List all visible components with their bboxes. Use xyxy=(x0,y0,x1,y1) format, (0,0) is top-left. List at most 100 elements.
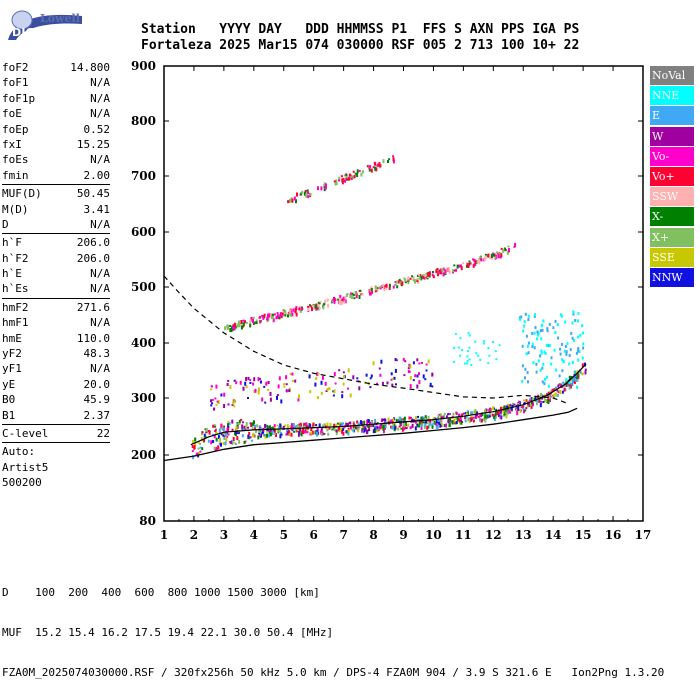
echo-point xyxy=(352,375,355,380)
echo-point xyxy=(234,325,237,329)
echo-point xyxy=(534,313,536,317)
echo-point xyxy=(416,280,419,283)
param-row: h`F2 206.0 xyxy=(2,251,110,266)
echo-point xyxy=(571,361,574,364)
echo-point xyxy=(492,341,495,343)
echo-point xyxy=(418,273,420,276)
echo-point xyxy=(390,425,393,429)
echo-point xyxy=(448,423,451,427)
echo-point xyxy=(504,407,507,412)
param-row: fmin 2.00 xyxy=(2,168,110,183)
echo-point xyxy=(300,432,303,437)
echo-point xyxy=(326,428,329,432)
echo-point xyxy=(247,397,249,399)
echo-point xyxy=(420,416,423,421)
echo-point xyxy=(314,430,317,435)
echo-point xyxy=(554,319,557,323)
param-row: foE N/A xyxy=(2,106,110,121)
echo-point xyxy=(217,400,220,405)
echo-point xyxy=(577,319,579,323)
x-tick-label: 6 xyxy=(310,528,318,542)
echo-point xyxy=(341,180,344,185)
echo-point xyxy=(244,381,247,386)
param-value: 15.25 xyxy=(76,137,110,151)
echo-point xyxy=(318,302,321,305)
echo-point xyxy=(522,407,525,410)
echo-point xyxy=(369,288,372,292)
echo-point xyxy=(443,412,446,415)
echo-point xyxy=(320,432,323,436)
echo-point xyxy=(424,422,427,427)
echo-point xyxy=(421,416,424,420)
echo-point xyxy=(526,405,529,408)
echo-point xyxy=(233,379,236,382)
echo-point xyxy=(291,198,294,203)
echo-point xyxy=(366,419,369,424)
echo-point xyxy=(280,433,283,436)
echo-point xyxy=(193,445,196,450)
echo-point xyxy=(581,324,584,328)
echo-point xyxy=(227,423,229,427)
echo-point xyxy=(285,433,288,436)
param-name: foF1p xyxy=(2,91,36,105)
param-row: MUF(D) 50.45 xyxy=(2,186,110,201)
echo-point xyxy=(371,421,374,425)
echo-point xyxy=(297,398,300,402)
echo-point xyxy=(503,411,506,416)
echo-point xyxy=(213,446,216,450)
echo-point xyxy=(581,373,584,376)
echo-point xyxy=(575,351,578,355)
echo-point xyxy=(582,342,585,346)
echo-point xyxy=(414,420,417,424)
echo-point xyxy=(582,331,585,335)
echo-point xyxy=(403,374,406,377)
echo-point xyxy=(391,377,394,380)
echo-point xyxy=(460,266,463,271)
param-name: foEp xyxy=(2,122,29,136)
echo-point xyxy=(228,422,231,426)
echo-point xyxy=(516,407,519,411)
echo-point xyxy=(253,377,256,382)
echo-point xyxy=(335,431,338,436)
echo-point xyxy=(409,364,412,369)
echo-point xyxy=(572,376,575,381)
param-value: 14.800 xyxy=(70,61,110,74)
echo-point xyxy=(508,404,511,408)
echo-point xyxy=(447,418,450,422)
echo-point xyxy=(505,414,508,419)
echo-point xyxy=(384,284,387,289)
echo-point xyxy=(458,418,461,423)
echo-point xyxy=(247,434,250,439)
echo-point xyxy=(552,326,555,330)
echo-point xyxy=(307,308,310,312)
param-name: B0 xyxy=(2,393,16,407)
echo-point xyxy=(210,399,212,403)
echo-point xyxy=(197,441,200,444)
echo-point xyxy=(356,420,359,424)
y-tick-label: 300 xyxy=(131,391,156,405)
echo-point xyxy=(231,428,234,432)
echo-point xyxy=(469,262,472,265)
echo-point xyxy=(322,424,325,429)
echo-point xyxy=(233,399,236,404)
echo-point xyxy=(231,403,234,406)
echo-point xyxy=(253,321,256,324)
param-row: C-level 22 xyxy=(2,426,110,441)
echo-point xyxy=(215,432,218,435)
y-tick-label: 800 xyxy=(131,114,156,128)
echo-point xyxy=(329,423,332,426)
echo-point xyxy=(528,399,531,402)
echo-point xyxy=(542,362,545,366)
echo-point xyxy=(524,376,526,380)
echo-point xyxy=(507,245,510,248)
echo-point xyxy=(238,422,241,425)
echo-point xyxy=(532,402,534,407)
echo-point xyxy=(468,334,471,337)
echo-point xyxy=(513,245,516,248)
echo-point xyxy=(241,427,244,430)
echo-point xyxy=(372,166,375,169)
echo-point xyxy=(361,428,364,431)
echo-point xyxy=(559,352,562,356)
echo-point xyxy=(320,430,323,435)
x-tick-label: 4 xyxy=(250,528,258,542)
